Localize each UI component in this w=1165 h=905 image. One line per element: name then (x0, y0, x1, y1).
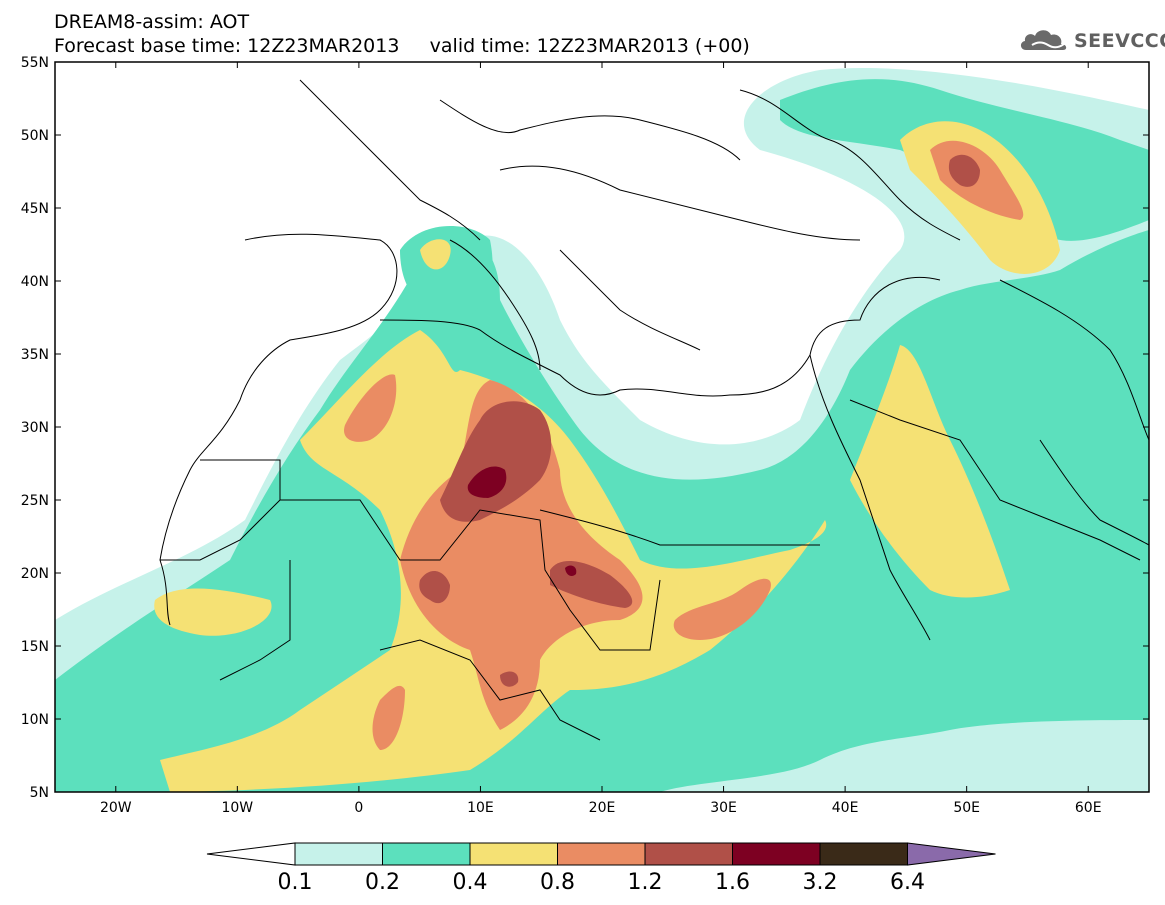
colorbar-label: 1.2 (628, 870, 663, 895)
seevccc-logo: SEEVCCC (1018, 24, 1165, 58)
colorbar-segment (557, 842, 646, 866)
cloud-icon (1020, 30, 1067, 50)
lon-label: 30E (710, 800, 737, 816)
logo-text: SEEVCCC (1074, 30, 1165, 52)
lon-label: 40E (832, 800, 859, 816)
valid-time-label: valid time: 12Z23MAR2013 (+00) (429, 35, 750, 57)
lat-label: 25N (21, 493, 49, 509)
map-title: DREAM8-assim: AOT (54, 11, 250, 33)
colorbar-segment (294, 842, 383, 866)
lon-label: 20W (100, 800, 132, 816)
lat-label: 40N (21, 274, 49, 290)
lat-label: 5N (30, 785, 49, 801)
lon-label: 20E (589, 800, 616, 816)
lat-label: 45N (21, 201, 49, 217)
aot-level-1.6 (467, 466, 577, 576)
colorbar: 0.1 0.2 0.4 0.8 1.2 1.6 3.2 6.4 (206, 842, 996, 895)
base-time-label: Forecast base time: 12Z23MAR2013 (54, 35, 400, 57)
lat-label: 10N (21, 712, 49, 728)
lat-label: 20N (21, 566, 49, 582)
lat-label: 35N (21, 347, 49, 363)
aot-shading (55, 68, 1149, 792)
colorbar-label: 6.4 (890, 870, 925, 895)
colorbar-segment (732, 842, 821, 866)
lat-label: 50N (21, 128, 49, 144)
colorbar-segment (469, 842, 558, 866)
lon-label: 10E (467, 800, 494, 816)
colorbar-arrow-high (907, 842, 996, 866)
colorbar-segment (819, 842, 908, 866)
lon-label: 60E (1075, 800, 1102, 816)
forecast-times: Forecast base time: 12Z23MAR2013 valid t… (54, 36, 750, 56)
colorbar-label: 0.2 (365, 870, 400, 895)
lat-label: 15N (21, 639, 49, 655)
longitude-labels: 20W 10W 0 10E 20E 30E 40E 50E 60E (100, 800, 1102, 816)
lat-label: 30N (21, 420, 49, 436)
coastlines-and-borders (159, 79, 1149, 741)
colorbar-label: 3.2 (803, 870, 838, 895)
colorbar-arrow-low (206, 842, 296, 866)
lon-label: 10W (221, 800, 253, 816)
colorbar-segment (382, 842, 471, 866)
lon-label: 0 (354, 800, 363, 816)
axis-ticks (55, 61, 1149, 793)
lon-label: 50E (953, 800, 980, 816)
colorbar-label: 1.6 (715, 870, 750, 895)
colorbar-label: 0.1 (278, 870, 313, 895)
latitude-labels: 55N 50N 45N 40N 35N 30N 25N 20N 15N 10N 5N (21, 55, 49, 801)
colorbar-label: 0.4 (453, 870, 488, 895)
colorbar-label: 0.8 (540, 870, 575, 895)
colorbar-segment (644, 842, 733, 866)
lat-label: 55N (21, 55, 49, 71)
